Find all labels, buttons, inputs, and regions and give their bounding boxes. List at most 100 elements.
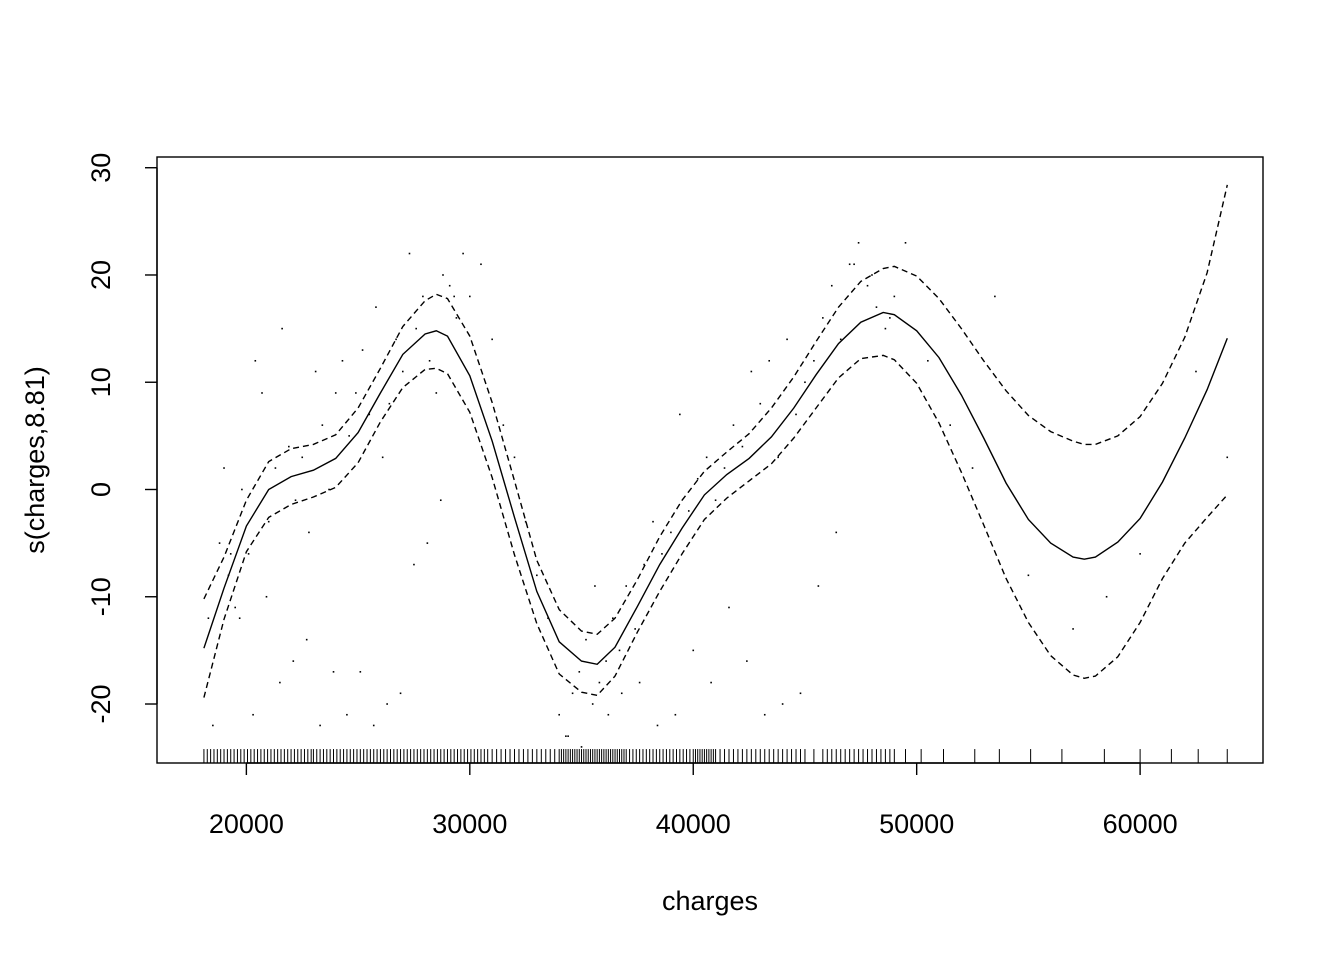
residual-point — [759, 402, 762, 405]
y-tick-label: 0 — [86, 482, 116, 497]
residual-point — [585, 638, 587, 641]
residual-point — [292, 660, 295, 662]
residual-point — [591, 703, 594, 705]
residual-point — [781, 703, 784, 705]
x-tick-label: 40000 — [656, 809, 731, 839]
residual-point — [817, 585, 820, 587]
residual-point — [813, 359, 815, 362]
residual-point — [620, 692, 623, 695]
residual-point — [513, 456, 516, 459]
residual-point — [687, 510, 690, 512]
partial-residuals — [207, 242, 1229, 748]
residual-point — [1027, 574, 1030, 577]
residual-point — [594, 585, 596, 587]
residual-point — [212, 724, 214, 727]
residual-point — [207, 617, 210, 620]
x-tick-label: 20000 — [209, 809, 284, 839]
residual-point — [491, 338, 493, 341]
residual-point — [334, 392, 337, 394]
residual-point — [1195, 370, 1197, 373]
x-tick-label: 60000 — [1103, 809, 1178, 839]
residual-point — [408, 252, 411, 255]
plot-frame — [156, 156, 1264, 764]
residual-point — [435, 392, 438, 394]
residual-point — [866, 284, 869, 287]
residual-point — [401, 370, 404, 373]
y-tick-label: 20 — [86, 260, 116, 290]
residual-point — [305, 638, 308, 641]
residual-point — [319, 724, 321, 727]
residual-point — [252, 713, 254, 716]
residual-point — [442, 274, 444, 276]
residual-point — [348, 435, 350, 437]
y-axis: -20 -10 0 10 20 30 — [86, 153, 158, 724]
residual-point — [835, 531, 838, 534]
residual-point — [422, 295, 424, 298]
residual-point — [710, 681, 712, 684]
residual-point — [786, 338, 788, 341]
residual-point — [607, 713, 610, 716]
confidence-band-line — [203, 184, 1228, 636]
residual-point — [536, 574, 538, 577]
residual-point — [625, 585, 628, 587]
residual-point — [480, 263, 482, 266]
residual-point — [399, 692, 402, 695]
residual-point — [661, 553, 663, 555]
smooth-lines — [203, 184, 1228, 698]
residual-point — [893, 295, 896, 298]
residual-point — [746, 660, 748, 662]
y-tick-label: 10 — [86, 367, 116, 397]
residual-point — [368, 413, 371, 416]
residual-point — [241, 488, 243, 491]
residual-point — [238, 617, 241, 620]
y-tick-label: -10 — [86, 577, 116, 616]
residual-point — [822, 317, 824, 319]
residual-point — [428, 359, 431, 362]
residual-point — [288, 445, 290, 448]
residual-point — [261, 392, 263, 394]
residual-point — [670, 531, 672, 534]
y-axis-label: s(charges,8.81) — [20, 366, 50, 554]
residual-point — [328, 488, 330, 491]
residual-point — [656, 724, 659, 727]
residual-point — [830, 284, 833, 287]
residual-point — [638, 681, 641, 684]
residual-point — [927, 359, 929, 362]
residual-point — [218, 542, 221, 544]
residual-point — [696, 477, 699, 480]
residual-point — [741, 445, 744, 448]
residual-point — [857, 242, 860, 244]
residual-point — [355, 392, 357, 394]
residual-point — [359, 671, 362, 673]
residual-point — [565, 735, 567, 737]
residual-point — [439, 499, 442, 502]
residual-point — [652, 520, 654, 523]
residual-point — [229, 553, 232, 555]
residual-point — [889, 317, 891, 319]
residual-point — [381, 456, 384, 459]
residual-point — [848, 263, 851, 266]
smooth-line — [203, 311, 1228, 666]
residual-point — [1072, 628, 1074, 630]
residual-point — [994, 295, 996, 298]
residual-point — [567, 735, 569, 737]
residual-point — [763, 713, 766, 716]
residual-point — [799, 692, 802, 695]
residual-point — [247, 553, 250, 555]
residual-point — [853, 263, 855, 266]
residual-point — [904, 242, 907, 244]
residual-point — [692, 649, 695, 652]
residual-point — [795, 413, 797, 416]
residual-point — [267, 520, 270, 523]
rug-marks — [203, 749, 1228, 763]
residual-point — [971, 467, 974, 469]
residual-point — [714, 499, 717, 502]
residual-point — [453, 295, 455, 298]
residual-point — [732, 424, 735, 426]
residual-point — [679, 413, 681, 416]
residual-point — [321, 424, 324, 426]
residual-point — [580, 746, 583, 748]
residual-point — [314, 370, 317, 373]
residual-point — [571, 692, 574, 695]
